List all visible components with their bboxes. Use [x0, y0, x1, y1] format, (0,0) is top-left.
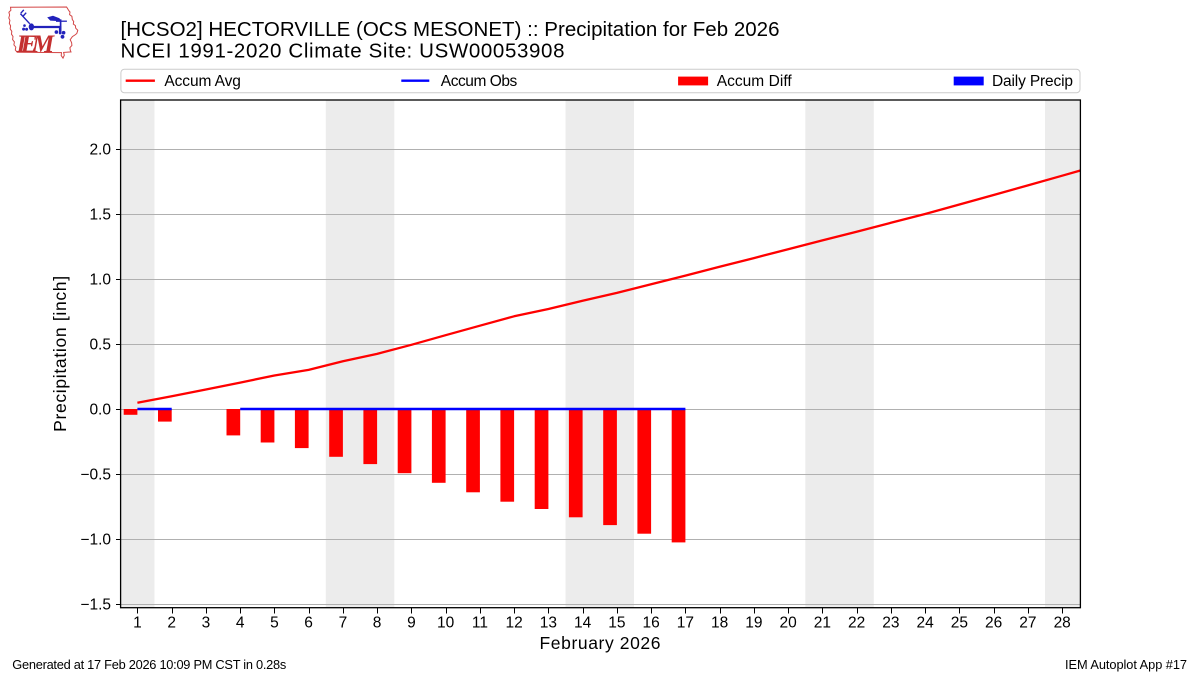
svg-text:0.0: 0.0 — [89, 402, 111, 419]
svg-text:NCEI 1991-2020 Climate Site: U: NCEI 1991-2020 Climate Site: USW00053908 — [121, 40, 565, 63]
svg-text:21: 21 — [814, 615, 831, 632]
svg-text:27: 27 — [1019, 615, 1036, 632]
svg-text:IEM Autoplot App #17: IEM Autoplot App #17 — [1065, 657, 1187, 672]
svg-text:[HCSO2] HECTORVILLE (OCS MESON: [HCSO2] HECTORVILLE (OCS MESONET) :: Pre… — [121, 18, 780, 41]
svg-text:13: 13 — [540, 615, 557, 632]
svg-text:1.0: 1.0 — [89, 272, 111, 289]
svg-text:16: 16 — [642, 615, 659, 632]
svg-text:10: 10 — [437, 615, 455, 632]
svg-text:23: 23 — [882, 615, 899, 632]
svg-text:−1.5: −1.5 — [80, 597, 111, 614]
svg-text:2.0: 2.0 — [89, 142, 111, 159]
svg-text:0.5: 0.5 — [89, 337, 111, 354]
svg-text:1.5: 1.5 — [89, 207, 111, 224]
svg-text:8: 8 — [373, 615, 382, 632]
svg-text:6: 6 — [304, 615, 313, 632]
svg-text:15: 15 — [608, 615, 625, 632]
svg-text:5: 5 — [270, 615, 279, 632]
svg-text:Generated at 17 Feb 2026 10:09: Generated at 17 Feb 2026 10:09 PM CST in… — [12, 657, 286, 672]
svg-text:4: 4 — [236, 615, 245, 632]
svg-text:−1.0: −1.0 — [80, 532, 111, 549]
svg-text:February 2026: February 2026 — [540, 633, 661, 653]
svg-text:22: 22 — [848, 615, 865, 632]
svg-text:Accum Avg: Accum Avg — [164, 73, 241, 90]
svg-text:24: 24 — [916, 615, 934, 632]
svg-text:1: 1 — [133, 615, 142, 632]
svg-text:18: 18 — [711, 615, 728, 632]
svg-text:7: 7 — [339, 615, 348, 632]
svg-text:Precipitation [inch]: Precipitation [inch] — [50, 276, 70, 432]
svg-text:3: 3 — [202, 615, 211, 632]
svg-text:2: 2 — [167, 615, 176, 632]
svg-text:26: 26 — [985, 615, 1002, 632]
svg-text:25: 25 — [951, 615, 968, 632]
svg-text:20: 20 — [779, 615, 797, 632]
svg-text:Accum Diff: Accum Diff — [717, 73, 793, 90]
svg-text:−0.5: −0.5 — [80, 467, 111, 484]
svg-text:28: 28 — [1054, 615, 1071, 632]
svg-text:Accum Obs: Accum Obs — [441, 73, 518, 90]
svg-text:9: 9 — [407, 615, 416, 632]
svg-text:19: 19 — [745, 615, 762, 632]
svg-text:17: 17 — [677, 615, 694, 632]
svg-text:11: 11 — [472, 615, 488, 632]
svg-text:Daily Precip: Daily Precip — [992, 73, 1073, 90]
svg-text:IEM: IEM — [16, 31, 55, 58]
svg-text:12: 12 — [505, 615, 522, 632]
svg-text:14: 14 — [574, 615, 592, 632]
